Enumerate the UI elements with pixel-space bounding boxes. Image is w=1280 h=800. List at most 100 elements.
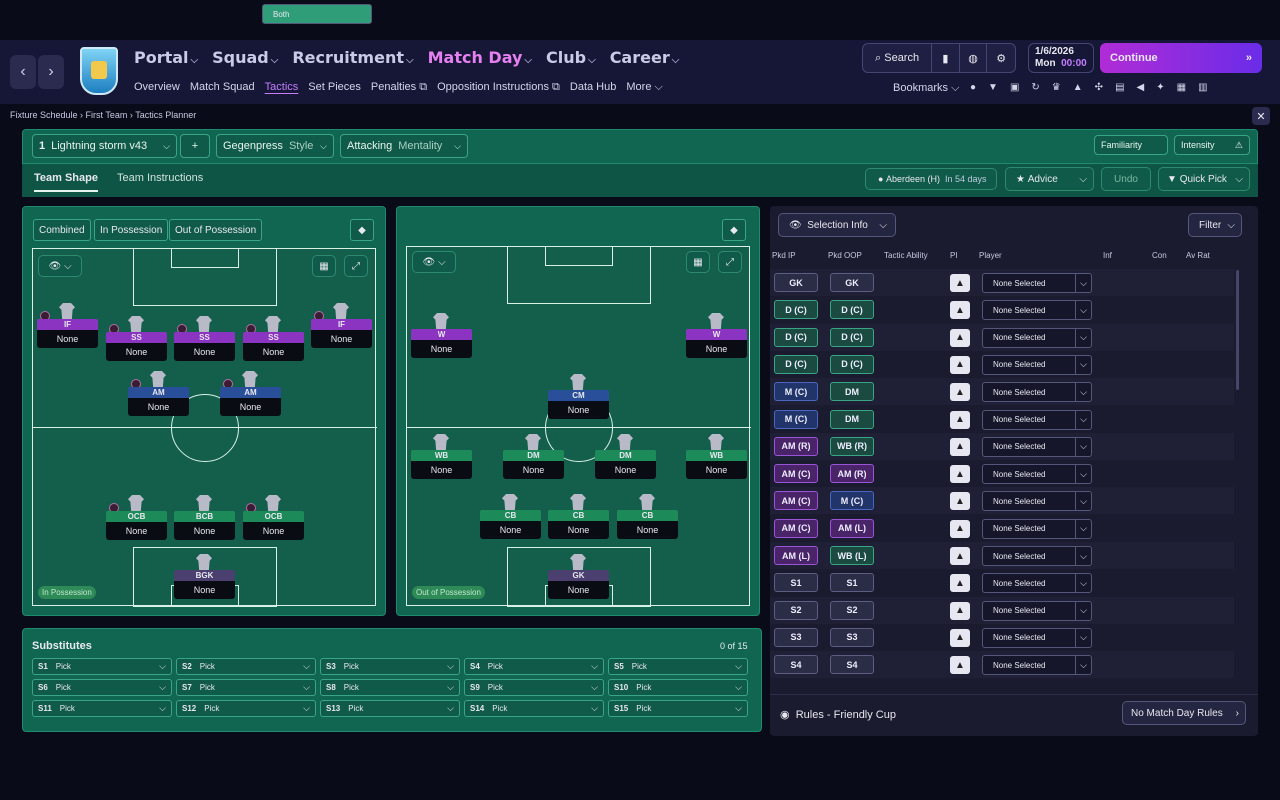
col-av-rat[interactable]: Av Rat xyxy=(1186,251,1210,260)
back-button[interactable]: ‹ xyxy=(10,55,36,89)
player-select[interactable]: None Selected ⌵ xyxy=(982,273,1092,293)
picked-oop-position[interactable]: DM xyxy=(830,409,874,429)
no-match-day-rules-button[interactable]: No Match Day Rules › xyxy=(1122,701,1246,725)
undo-button[interactable]: Undo xyxy=(1101,167,1151,191)
close-button[interactable]: ✕ xyxy=(1252,107,1270,125)
player-instructions-icon[interactable]: ▲ xyxy=(950,301,970,320)
picked-ip-position[interactable]: D (C) xyxy=(774,327,818,347)
player-instructions-icon[interactable]: ▲ xyxy=(950,328,970,347)
substitute-slot[interactable]: S13 Pick ⌵ xyxy=(320,700,460,717)
eye-dropdown[interactable]: 👁 ⌵ xyxy=(38,255,82,277)
expand-icon[interactable]: ⤢ xyxy=(344,255,368,277)
picked-oop-position[interactable]: S3 xyxy=(830,627,874,647)
player-slot[interactable]: OCB None xyxy=(243,495,304,555)
player-slot[interactable]: W None xyxy=(411,313,472,373)
picked-oop-position[interactable]: AM (R) xyxy=(830,464,874,484)
club-crest[interactable] xyxy=(80,47,118,95)
player-slot[interactable]: BCB None xyxy=(174,495,235,555)
picked-ip-position[interactable]: GK xyxy=(774,273,818,292)
grid-icon[interactable]: ▦ xyxy=(686,251,710,273)
player-select[interactable]: None Selected ⌵ xyxy=(982,436,1092,457)
subnav-set-pieces[interactable]: Set Pieces xyxy=(308,81,361,93)
megaphone-icon[interactable]: ◀ xyxy=(1136,82,1145,93)
player-slot[interactable]: BGK None xyxy=(174,554,235,614)
substitute-slot[interactable]: S11 Pick ⌵ xyxy=(32,700,172,717)
substitute-slot[interactable]: S4 Pick ⌵ xyxy=(464,658,604,675)
player-slot[interactable]: IF None xyxy=(311,303,372,363)
subnav-match-squad[interactable]: Match Squad xyxy=(189,81,255,93)
bookmarks-dropdown[interactable]: Bookmarks ⌵ xyxy=(893,82,960,94)
player-instructions-icon[interactable]: ▲ xyxy=(950,410,970,429)
continue-button[interactable]: Continue» xyxy=(1100,43,1262,73)
subnav-penalties[interactable]: Penalties ⧉ xyxy=(370,81,428,93)
player-slot[interactable]: GK None xyxy=(548,554,609,614)
substitute-slot[interactable]: S7 Pick ⌵ xyxy=(176,679,316,696)
mentality-dropdown[interactable]: Attacking Mentality ⌵ xyxy=(340,134,468,158)
bookmark-icon[interactable]: ▮ xyxy=(932,44,960,72)
player-select[interactable]: None Selected ⌵ xyxy=(982,546,1092,566)
player-select[interactable]: None Selected ⌵ xyxy=(982,627,1092,648)
player-select[interactable]: None Selected ⌵ xyxy=(982,300,1092,321)
player-instructions-icon[interactable]: ▲ xyxy=(950,574,970,593)
picked-oop-position[interactable]: WB (L) xyxy=(830,546,874,565)
search-button[interactable]: ⌕ Search xyxy=(863,44,933,72)
player-instructions-icon[interactable]: ▲ xyxy=(950,601,970,620)
substitute-slot[interactable]: S14 Pick ⌵ xyxy=(464,700,604,717)
expand-icon[interactable]: ⤢ xyxy=(718,251,742,273)
picked-ip-position[interactable]: M (C) xyxy=(774,382,818,402)
picked-oop-position[interactable]: GK xyxy=(830,273,874,292)
player-select[interactable]: None Selected ⌵ xyxy=(982,327,1092,348)
picked-ip-position[interactable]: AM (R) xyxy=(774,436,818,456)
group-icon[interactable]: ✣ xyxy=(1094,82,1104,93)
globe-icon[interactable]: ◍ xyxy=(960,44,988,72)
nav-recruitment[interactable]: Recruitment ⌵ xyxy=(292,48,414,67)
scout-icon[interactable]: ✦ xyxy=(1156,82,1165,93)
player-select[interactable]: None Selected ⌵ xyxy=(982,518,1092,539)
substitute-slot[interactable]: S8 Pick ⌵ xyxy=(320,679,460,696)
picked-oop-position[interactable]: AM (L) xyxy=(830,518,874,538)
player-instructions-icon[interactable]: ▲ xyxy=(950,274,970,292)
picked-oop-position[interactable]: D (C) xyxy=(830,354,874,374)
familiarity-meter[interactable]: Familiarity xyxy=(1094,135,1168,155)
substitute-slot[interactable]: S1 Pick ⌵ xyxy=(32,658,172,675)
player-instructions-icon[interactable]: ▲ xyxy=(950,465,970,484)
grid-icon[interactable]: ▦ xyxy=(312,255,336,277)
player-instructions-icon[interactable]: ▲ xyxy=(950,492,970,511)
quick-pick-button[interactable]: ▼ Quick Pick ⌵ xyxy=(1158,167,1250,191)
player-select[interactable]: None Selected ⌵ xyxy=(982,464,1092,485)
picked-oop-position[interactable]: D (C) xyxy=(830,327,874,347)
gear-icon[interactable]: ⚙ xyxy=(996,52,1007,65)
col-tactic-ability[interactable]: Tactic Ability xyxy=(884,251,928,260)
intensity-meter[interactable]: Intensity ⚠ xyxy=(1174,135,1250,155)
document-icon[interactable]: ▤ xyxy=(1115,82,1125,93)
tactic-selector[interactable]: 1 Lightning storm v43 ⌵ xyxy=(32,134,177,158)
player-slot[interactable]: SS None xyxy=(243,316,304,376)
subnav-opposition-instructions[interactable]: Opposition Instructions ⧉ xyxy=(437,81,560,93)
nav-club[interactable]: Club ⌵ xyxy=(546,48,596,67)
col-inf[interactable]: Inf xyxy=(1103,251,1112,260)
subnav-data-hub[interactable]: Data Hub xyxy=(569,81,617,93)
player-slot[interactable]: CB None xyxy=(548,494,609,554)
selection-info-dropdown[interactable]: 👁 Selection Info ⌵ xyxy=(778,213,896,237)
picked-oop-position[interactable]: D (C) xyxy=(830,300,874,320)
player-slot[interactable]: W None xyxy=(686,313,747,373)
player-instructions-icon[interactable]: ▲ xyxy=(950,383,970,402)
substitute-slot[interactable]: S2 Pick ⌵ xyxy=(176,658,316,675)
player-slot[interactable]: CB None xyxy=(480,494,541,554)
player-slot[interactable]: AM None xyxy=(128,371,189,431)
person-icon[interactable]: ▲ xyxy=(1072,82,1083,93)
substitute-slot[interactable]: S9 Pick ⌵ xyxy=(464,679,604,696)
substitute-slot[interactable]: S15 Pick ⌵ xyxy=(608,700,748,717)
col-player[interactable]: Player xyxy=(979,251,1002,260)
player-select[interactable]: None Selected ⌵ xyxy=(982,491,1092,512)
player-slot[interactable]: CM None xyxy=(548,374,609,434)
crumb-first-team[interactable]: First Team xyxy=(85,110,128,120)
substitute-slot[interactable]: S10 Pick ⌵ xyxy=(608,679,748,696)
player-select[interactable]: None Selected ⌵ xyxy=(982,409,1092,430)
tab-team-shape[interactable]: Team Shape xyxy=(34,172,98,192)
crumb-fixture-schedule[interactable]: Fixture Schedule xyxy=(10,110,78,120)
player-slot[interactable]: WB None xyxy=(411,434,472,494)
picked-oop-position[interactable]: S2 xyxy=(830,600,874,620)
eye-dropdown[interactable]: 👁 ⌵ xyxy=(412,251,456,273)
view-both[interactable]: Both xyxy=(262,4,372,24)
